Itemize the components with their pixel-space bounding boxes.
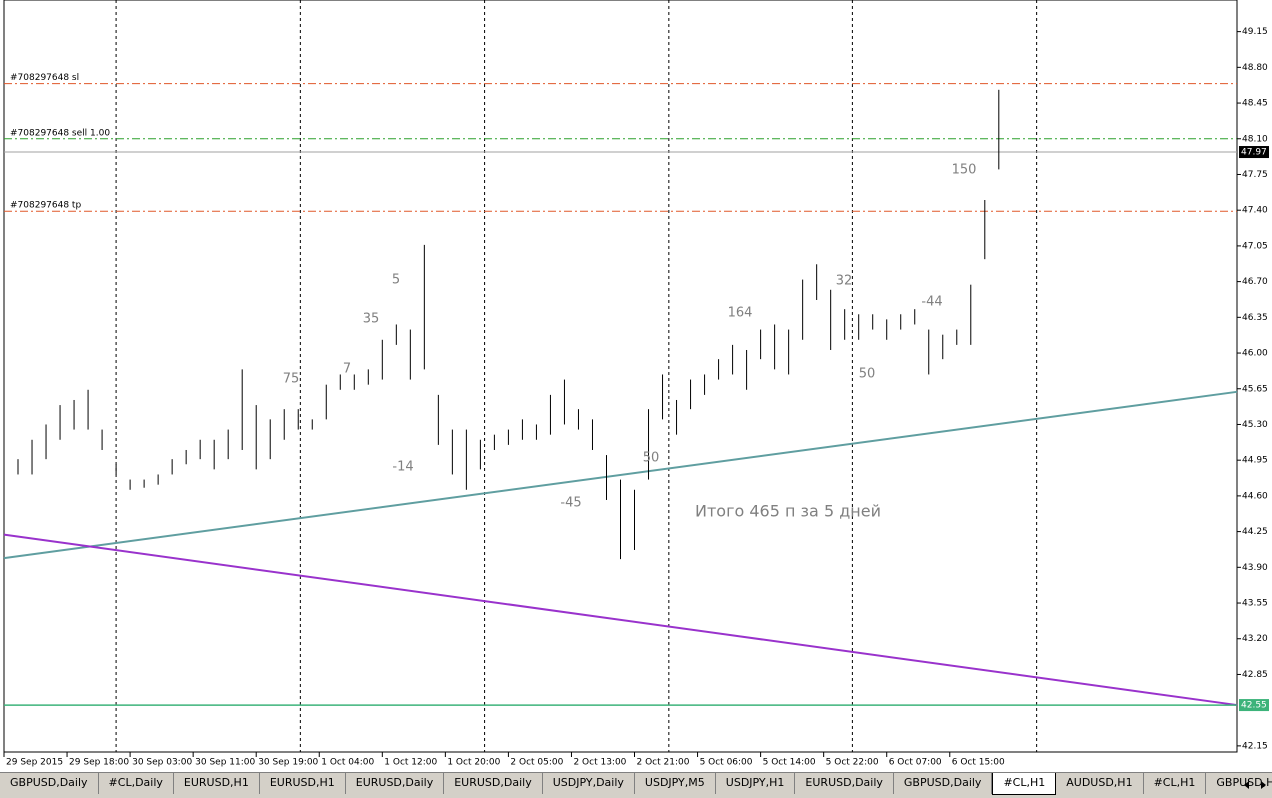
trend-line [3, 390, 1238, 560]
tab[interactable]: GBPUSD,Daily [894, 773, 993, 794]
trade-result: -45 [560, 496, 581, 511]
y-tick-label: 43.55 [1242, 599, 1268, 609]
y-tick-label: 47.05 [1242, 241, 1268, 251]
summary-note: Итого 465 п за 5 дней [695, 502, 881, 521]
y-tick-label: 46.00 [1242, 349, 1268, 359]
tab[interactable]: AUDUSD,H1 [1056, 773, 1144, 794]
tab[interactable]: GBPUSD,Daily [0, 773, 99, 794]
tab[interactable]: GBPUSD,H1 [1206, 773, 1272, 794]
y-tick-label: 42.85 [1242, 670, 1268, 680]
x-tick-label: 2 Oct 05:00 [510, 758, 563, 768]
x-tick-label: 29 Sep 18:00 [69, 758, 129, 768]
price-label-bg [1239, 146, 1269, 159]
y-tick-label: 46.70 [1242, 277, 1268, 287]
trade-result: 50 [643, 451, 660, 466]
trade-result: 150 [952, 163, 977, 178]
order-label: #708297648 tp [10, 201, 81, 211]
trade-result: 7 [343, 362, 351, 377]
x-tick-label: 5 Oct 22:00 [826, 758, 879, 768]
price-label: 42.55 [1241, 701, 1267, 711]
tab[interactable]: EURUSD,H1 [174, 773, 260, 794]
trade-result: 164 [728, 306, 753, 321]
x-tick-label: 1 Oct 12:00 [384, 758, 437, 768]
x-tick-label: 30 Sep 11:00 [195, 758, 255, 768]
y-tick-label: 48.10 [1242, 134, 1268, 144]
y-tick-label: 49.15 [1242, 27, 1268, 37]
tab[interactable]: #CL,H1 [992, 773, 1057, 795]
y-tick-label: 45.65 [1242, 384, 1268, 394]
price-label: 47.97 [1241, 148, 1267, 158]
x-tick-label: 5 Oct 06:00 [700, 758, 753, 768]
trade-result: -14 [392, 460, 413, 475]
tab-scroll[interactable] [1240, 777, 1270, 793]
tab[interactable]: #CL,Daily [99, 773, 174, 794]
tab[interactable]: USDJPY,Daily [543, 773, 635, 794]
y-tick-label: 47.40 [1242, 206, 1268, 216]
x-tick-label: 1 Oct 20:00 [447, 758, 500, 768]
y-tick-label: 47.75 [1242, 170, 1268, 180]
x-tick-label: 29 Sep 2015 [6, 758, 63, 768]
y-tick-label: 48.80 [1242, 63, 1268, 73]
trade-result: 50 [859, 367, 876, 382]
y-tick-label: 48.45 [1242, 99, 1268, 109]
x-tick-label: 30 Sep 03:00 [132, 758, 192, 768]
tab[interactable]: EURUSD,Daily [795, 773, 894, 794]
x-tick-label: 30 Sep 19:00 [258, 758, 318, 768]
tab[interactable]: USDJPY,H1 [716, 773, 796, 794]
background [0, 0, 1272, 772]
x-tick-label: 1 Oct 04:00 [321, 758, 374, 768]
price-label-bg [1239, 699, 1269, 712]
y-tick-label: 44.60 [1242, 491, 1268, 501]
y-tick-label: 43.20 [1242, 634, 1268, 644]
y-tick-label: 42.15 [1242, 741, 1268, 751]
y-tick-label: 43.90 [1242, 563, 1268, 573]
trade-result: 5 [392, 273, 400, 288]
tab[interactable]: EURUSD,Daily [346, 773, 445, 794]
tab-bar: GBPUSD,Daily #CL,Daily EURUSD,H1 EURUSD,H1 E… [0, 772, 1272, 798]
chart: 42.15 42.85 43.20 43.55 43.90 44.25 44.60 44.95… [0, 0, 1272, 772]
x-tick-label: 5 Oct 14:00 [763, 758, 816, 768]
trade-result: 75 [283, 372, 300, 387]
trade-result: 32 [836, 274, 853, 289]
x-tick-label: 6 Oct 15:00 [952, 758, 1005, 768]
y-tick-label: 46.35 [1242, 313, 1268, 323]
tab[interactable]: #CL,H1 [1144, 773, 1207, 794]
y-tick-label: 44.25 [1242, 527, 1268, 537]
y-tick-label: 45.30 [1242, 420, 1268, 430]
tab[interactable]: EURUSD,H1 [260, 773, 346, 794]
x-tick-label: 2 Oct 13:00 [573, 758, 626, 768]
trend-line [3, 533, 1238, 707]
x-tick-label: 2 Oct 21:00 [637, 758, 690, 768]
x-tick-label: 6 Oct 07:00 [889, 758, 942, 768]
trade-result: -44 [921, 295, 942, 310]
order-label: #708297648 sell 1.00 [10, 128, 110, 138]
tab[interactable]: EURUSD,Daily [444, 773, 543, 794]
y-tick-label: 44.95 [1242, 456, 1268, 466]
plot-frame [3, 0, 1238, 753]
tab[interactable]: USDJPY,M5 [635, 773, 716, 794]
order-label: #708297648 sl [10, 73, 79, 83]
trade-result: 35 [363, 312, 380, 327]
